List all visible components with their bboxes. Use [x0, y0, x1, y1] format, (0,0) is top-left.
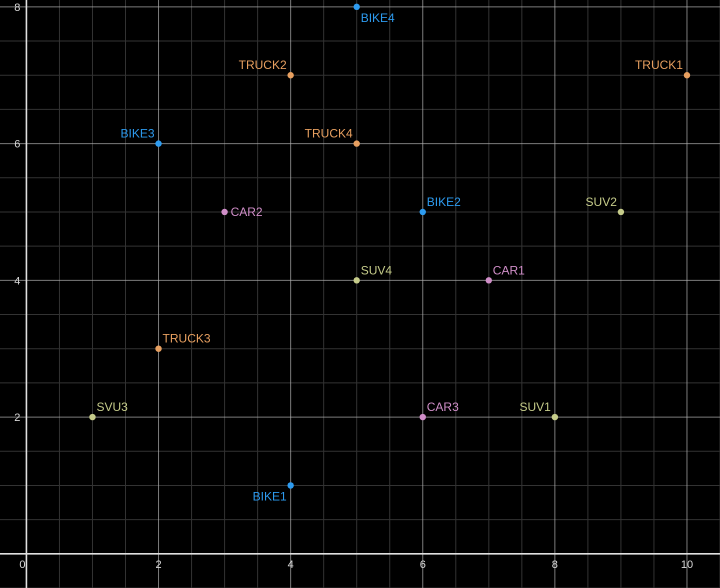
- data-label-car2: CAR2: [231, 205, 263, 219]
- data-point-bike2: [419, 208, 426, 216]
- data-point-car2: [221, 208, 228, 216]
- data-label-truck1: TRUCK1: [635, 58, 683, 72]
- data-points: BIKE4 TRUCK2 TRUCK1 BIKE3 TRUCK4 CAR2 BIKE2 SUV…: [89, 3, 691, 503]
- data-label-suv4: SUV4: [361, 263, 393, 277]
- data-label-bike4: BIKE4: [361, 11, 395, 25]
- data-label-truck3: TRUCK3: [163, 332, 211, 346]
- data-point-bike1: [287, 482, 294, 489]
- data-label-truck2: TRUCK2: [239, 58, 287, 72]
- data-point-truck3: [155, 345, 162, 352]
- x-tick-label: 2: [155, 559, 161, 571]
- data-point-bike3: [155, 140, 162, 147]
- y-tick-label: 4: [14, 275, 20, 287]
- data-point-truck2: [287, 72, 294, 79]
- data-label-car3: CAR3: [427, 400, 459, 414]
- data-label-car1: CAR1: [493, 263, 525, 277]
- x-tick-label: 4: [288, 559, 294, 571]
- x-tick-label: 6: [420, 559, 426, 571]
- y-tick-label: 8: [14, 2, 20, 14]
- x-tick-label: 0: [19, 559, 25, 571]
- data-label-bike2: BIKE2: [427, 195, 461, 209]
- data-label-suv1: SUV1: [520, 400, 552, 414]
- data-label-svu3: SVU3: [96, 400, 128, 414]
- y-tick-label: 2: [14, 412, 20, 424]
- data-point-truck4: [353, 140, 360, 147]
- data-point-car3: [419, 413, 426, 421]
- data-point-truck1: [683, 72, 691, 79]
- tick-labels: 0 2 4 6 8 10 2 4 6 8: [14, 2, 693, 571]
- data-label-suv2: SUV2: [586, 195, 618, 209]
- data-point-svu3: [89, 413, 96, 421]
- data-point-suv2: [617, 208, 625, 216]
- x-tick-label: 8: [552, 559, 558, 571]
- y-tick-label: 6: [14, 139, 20, 151]
- data-point-suv4: [353, 277, 360, 284]
- data-point-suv1: [551, 413, 559, 421]
- data-label-truck4: TRUCK4: [305, 127, 353, 141]
- data-label-bike3: BIKE3: [121, 127, 155, 141]
- data-point-bike4: [353, 3, 360, 11]
- x-tick-label: 10: [681, 559, 693, 571]
- data-point-car1: [485, 277, 493, 284]
- data-label-bike1: BIKE1: [253, 489, 287, 503]
